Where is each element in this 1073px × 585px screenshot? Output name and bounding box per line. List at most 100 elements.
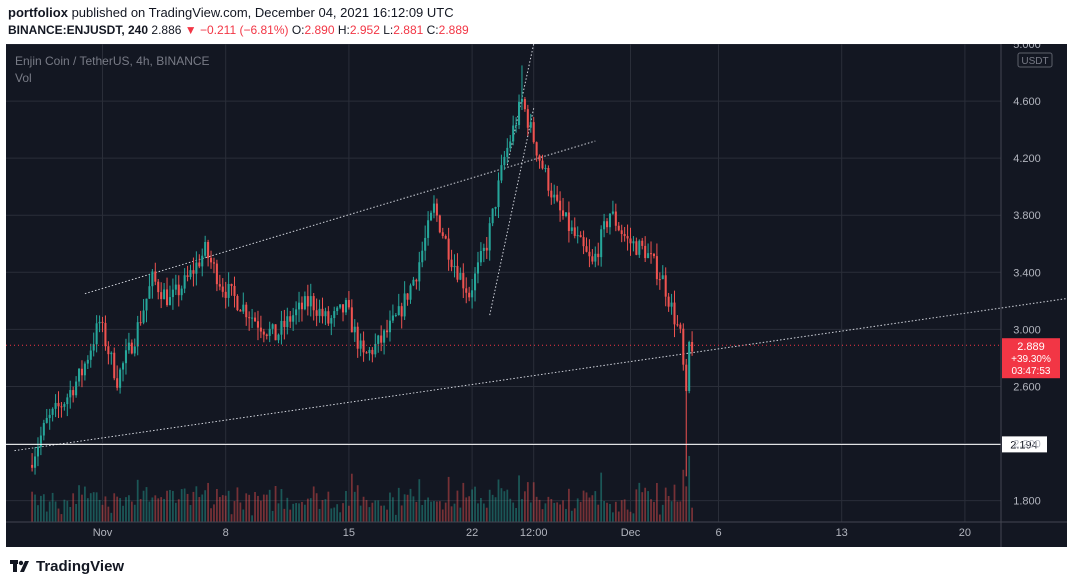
low-label: L: <box>383 23 394 37</box>
candle-body <box>626 236 629 239</box>
y-tick-label: 4.600 <box>1013 96 1041 108</box>
candle-body <box>292 315 295 322</box>
volume-bar <box>524 491 526 522</box>
volume-bar <box>506 489 509 522</box>
volume-bar <box>195 486 198 522</box>
candle-body <box>122 363 125 370</box>
volume-bar <box>172 490 174 522</box>
volume-bar <box>403 494 406 522</box>
price-tag-bg <box>1002 338 1060 379</box>
candle-body <box>210 257 213 263</box>
volume-bar <box>142 490 145 522</box>
candle-body <box>515 125 518 127</box>
candle-body <box>685 364 688 392</box>
volume-bar <box>462 482 465 522</box>
x-tick-label: 12:00 <box>520 527 548 539</box>
volume-bar <box>277 503 280 522</box>
volume-bar <box>433 501 435 522</box>
candle-body <box>39 435 42 447</box>
candle-body <box>212 262 215 264</box>
candle-body <box>83 363 86 376</box>
volume-bar <box>609 504 611 522</box>
candle-body <box>444 235 447 239</box>
candle-body <box>482 247 485 252</box>
x-tick-label: 8 <box>223 527 229 539</box>
volume-bar <box>78 485 80 522</box>
price-chart[interactable]: 2.194 2.889+39.30%03:47:53 Nov 8 15 22 12:00 D… <box>6 39 1071 547</box>
candle-body <box>383 330 386 343</box>
candle-body <box>629 238 632 244</box>
volume-bar <box>260 500 262 522</box>
volume-bar <box>321 500 324 522</box>
volume-bar <box>169 489 171 522</box>
candle-body <box>418 262 421 282</box>
volume-bar <box>233 501 236 522</box>
candle-body <box>550 190 553 198</box>
volume-bar <box>562 500 564 522</box>
candle-body <box>644 245 647 259</box>
volume-bar <box>174 502 177 522</box>
volume-bar <box>418 479 421 522</box>
chart-panel[interactable]: 2.194 2.889 +39.30% 03:47:53 Nov 8 15 22 12:00 D… <box>6 39 1071 547</box>
volume-bar <box>579 501 582 522</box>
candle-body <box>201 255 204 267</box>
volume-bar <box>336 504 339 522</box>
volume-bar <box>98 499 101 522</box>
volume-bar <box>570 510 573 522</box>
volume-bar <box>186 493 189 522</box>
candle-body <box>306 296 309 307</box>
candle-body <box>441 232 444 236</box>
volume-bar <box>345 490 347 522</box>
volume-bar <box>494 497 497 522</box>
candle-body <box>283 320 286 328</box>
candle-body <box>679 324 682 329</box>
volume-bar <box>192 491 195 522</box>
candle-body <box>670 302 673 307</box>
volume-bar <box>614 501 617 522</box>
candle-body <box>262 331 265 335</box>
candle-body <box>673 302 676 325</box>
volume-bar <box>204 490 207 522</box>
candle-body <box>248 317 251 319</box>
candle-body <box>195 262 198 274</box>
volume-bar <box>333 507 336 522</box>
volume-bar <box>210 508 212 522</box>
candle-body <box>224 291 227 298</box>
volume-bar <box>327 491 330 522</box>
candle-body <box>541 160 544 169</box>
candle-body <box>529 122 532 128</box>
candle-body <box>647 253 650 259</box>
volume-bar <box>632 513 635 522</box>
brand-name: TradingView <box>36 558 125 575</box>
candle-body <box>315 310 318 316</box>
currency-badge[interactable] <box>1017 52 1053 68</box>
open-label: O: <box>291 23 305 37</box>
volume-bar <box>353 491 356 522</box>
x-tick-label: Dec <box>621 527 641 539</box>
candle-body <box>86 359 89 364</box>
volume-bar <box>180 489 183 522</box>
candle-body <box>635 241 638 255</box>
volume-bar <box>268 489 271 522</box>
candle-body <box>388 320 391 333</box>
candle-body <box>362 340 365 353</box>
candle-body <box>562 210 565 217</box>
candle-body <box>344 300 347 313</box>
symbol-label: BINANCE:ENJUSDT, 240 <box>8 23 149 37</box>
volume-bar <box>119 498 121 522</box>
volume-bar <box>271 510 274 522</box>
volume-bar <box>280 489 283 522</box>
volume-bar <box>262 494 265 522</box>
candle-body <box>177 284 180 296</box>
author-name[interactable]: portfoliox <box>8 5 68 20</box>
candle-body <box>157 281 160 293</box>
volume-bar <box>485 507 488 522</box>
candle-body <box>342 304 345 313</box>
volume-bar <box>92 492 95 522</box>
volume-bar <box>154 495 157 522</box>
candle-body <box>318 308 321 316</box>
volume-bar <box>104 496 107 522</box>
volume-bar <box>650 499 652 522</box>
volume-bar <box>75 503 77 522</box>
volume-bar <box>556 502 559 522</box>
